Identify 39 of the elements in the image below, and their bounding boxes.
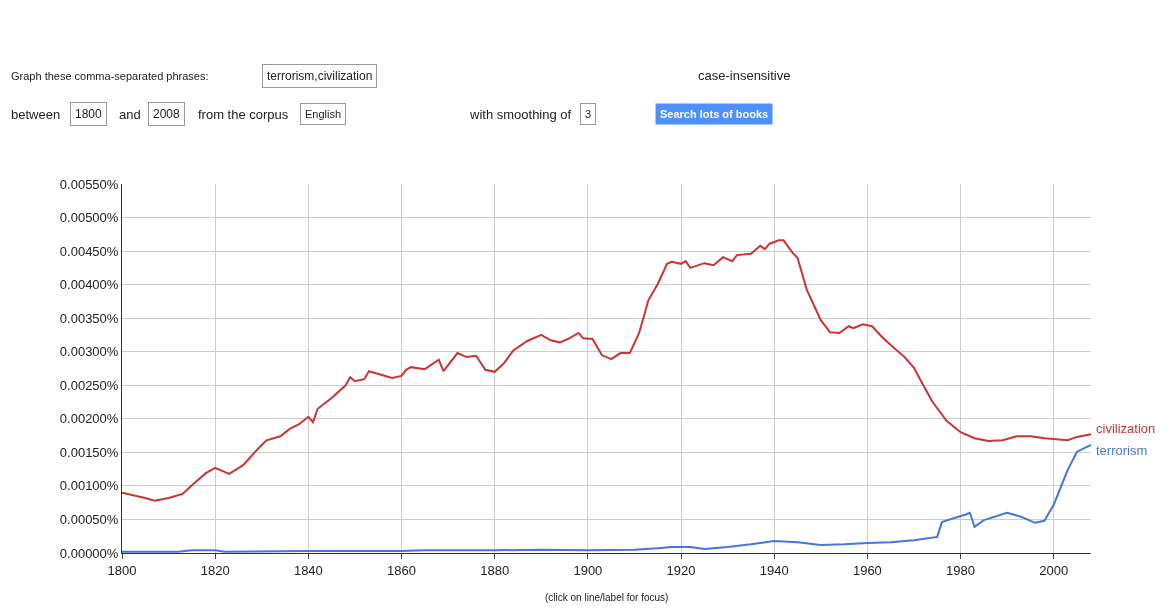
x-tick-label: 1800: [107, 562, 137, 578]
line-series: [122, 239, 1091, 502]
text: terrorism,civilization: [267, 69, 373, 83]
y-tick-label: 0.00300%: [59, 344, 119, 360]
text: case-insensitive: [698, 68, 791, 83]
text: and: [119, 107, 141, 122]
text: (click on line/label for focus): [545, 592, 669, 603]
y-tick-label: 0.00250%: [59, 377, 119, 393]
x-tick-label: 1900: [573, 562, 603, 578]
x-tick-label: 1960: [852, 562, 882, 578]
y-tick-label: 0.00050%: [59, 512, 119, 527]
x-tick-label: 1980: [946, 562, 976, 578]
y-tick-label: 0.00550%: [59, 176, 119, 192]
y-tick-label: 0.00500%: [59, 210, 119, 226]
text: English: [305, 108, 342, 120]
y-tick-label: 0.00150%: [59, 444, 119, 460]
series-label: civilization: [1096, 421, 1156, 436]
y-tick-label: 0.00450%: [59, 243, 119, 259]
x-tick-label: 1840: [293, 562, 323, 578]
series-label: terrorism: [1096, 443, 1148, 458]
text: Graph these comma-separated phrases:: [11, 70, 209, 82]
x-tick-label: 1940: [759, 562, 789, 578]
y-tick-label: 0.00350%: [59, 310, 119, 326]
y-tick-label: 0.00000%: [59, 545, 119, 561]
x-tick-label: 1880: [480, 562, 510, 578]
y-tick-label: 0.00400%: [59, 277, 119, 293]
text: 1800: [75, 107, 103, 121]
y-tick-label: 0.00200%: [59, 411, 119, 427]
text: 3: [585, 108, 592, 120]
text: between: [11, 107, 61, 122]
x-tick-label: 2000: [1039, 562, 1069, 578]
x-tick-label: 1860: [387, 562, 416, 578]
text: Search lots of books: [660, 108, 769, 120]
text: from the corpus: [198, 107, 289, 122]
y-tick-label: 0.00100%: [59, 478, 119, 494]
text: 2008: [153, 107, 181, 121]
text: with smoothing of: [469, 107, 572, 122]
x-tick-label: 1820: [200, 562, 230, 578]
x-tick-label: 1920: [666, 562, 696, 578]
